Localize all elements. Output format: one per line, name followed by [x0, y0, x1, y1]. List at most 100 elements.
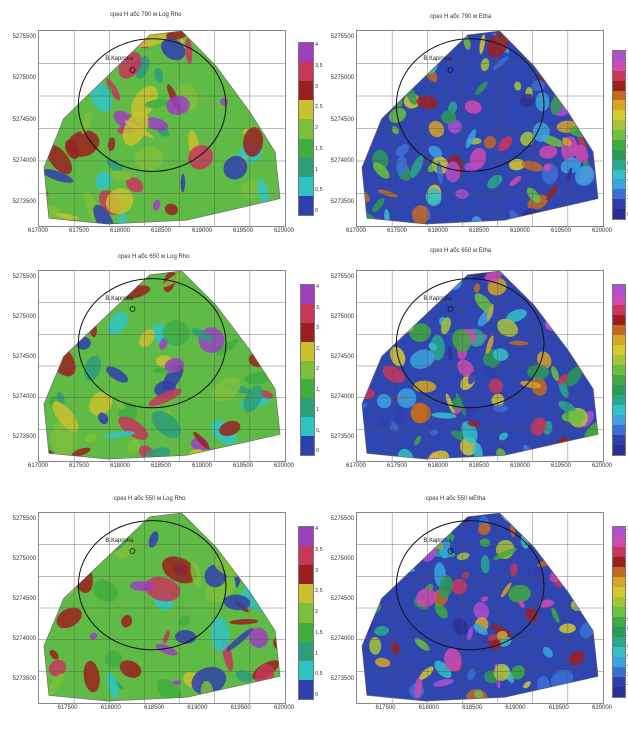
colorbar-swatch	[613, 110, 625, 121]
contour-patch	[471, 216, 485, 225]
colorbar-swatch	[613, 657, 625, 667]
contour-patch	[377, 47, 387, 60]
contour-patch	[251, 274, 260, 282]
colorbar-label: 0,5	[315, 671, 323, 678]
contour-patch	[152, 199, 161, 211]
y-tick-label: 5274000	[330, 157, 354, 164]
contour-patch	[463, 36, 471, 50]
colorbar-label: 3	[315, 83, 319, 90]
map-svg	[357, 513, 603, 703]
colorbar-swatch	[299, 81, 313, 101]
contour-patch	[52, 81, 62, 88]
x-tick-label: 619000	[191, 463, 213, 469]
contour-patch	[59, 516, 95, 538]
contour-patch	[487, 174, 503, 189]
y-tick-label: 5275000	[12, 556, 36, 562]
village-marker	[447, 548, 454, 554]
contour-patch	[110, 170, 132, 181]
contour-patch	[361, 360, 366, 373]
colorbar-swatch	[613, 60, 625, 71]
contour-patch	[372, 282, 379, 290]
colorbar-swatch	[301, 379, 314, 399]
colorbar-swatch	[613, 51, 625, 61]
contour-patch	[243, 549, 263, 570]
colorbar-swatch	[613, 647, 625, 657]
contour-patch	[566, 527, 580, 546]
contour-patch	[55, 213, 80, 220]
colorbar-swatch	[299, 195, 313, 215]
contour-patch	[561, 410, 586, 423]
contour-patch	[148, 531, 159, 548]
colorbar-swatch	[613, 90, 625, 101]
colorbar-swatch	[613, 209, 625, 219]
contour-patch	[223, 594, 251, 611]
colorbar-label: 2,5	[315, 104, 323, 111]
contour-patch	[376, 283, 388, 299]
contour-patch	[436, 161, 443, 184]
y-tick-label: 5274500	[12, 116, 36, 123]
colorbar-swatch	[613, 80, 625, 91]
colorbar-swatch	[613, 677, 625, 687]
x-tick-label: 620000	[591, 228, 613, 234]
contour-patch	[569, 271, 581, 284]
contour-patch	[509, 340, 529, 346]
map-svg	[39, 31, 285, 226]
x-tick-label: 619500	[550, 463, 572, 469]
contour-patch	[52, 401, 79, 432]
contour-patch	[244, 371, 272, 385]
contour-patch	[48, 659, 67, 677]
colorbar-swatch	[613, 547, 625, 557]
contour-patch	[455, 189, 469, 199]
contour-patch	[496, 678, 501, 689]
contour-patch	[414, 436, 422, 446]
colorbar-label: 3	[315, 567, 319, 574]
contour-patch	[523, 681, 531, 689]
contour-patch	[382, 365, 405, 383]
contour-patch	[243, 385, 264, 413]
colorbar-label: 4	[315, 42, 319, 48]
y-tick-label: 5275000	[330, 75, 354, 82]
contour-patch	[591, 588, 599, 600]
contour-patch	[243, 127, 264, 157]
x-tick-label: 618000	[427, 228, 449, 234]
contour-patch	[46, 144, 73, 175]
colorbar-swatch	[613, 130, 625, 140]
colorbar-swatch	[299, 565, 313, 585]
y-tick-label: 5273500	[12, 199, 36, 205]
contour-patch	[473, 283, 480, 293]
y-tick-label: 5275500	[330, 274, 354, 280]
contour-patch	[558, 557, 574, 583]
contour-patch	[43, 169, 74, 183]
contour-patch	[571, 73, 583, 83]
y-tick-label: 5273500	[330, 199, 354, 205]
colorbar-swatch	[613, 305, 625, 315]
contour-patch	[259, 390, 274, 399]
colorbar-label: 4	[315, 526, 319, 532]
contour-patch	[191, 328, 213, 342]
contour-patch	[84, 355, 102, 381]
colorbar-swatch	[299, 622, 313, 642]
contour-patch	[119, 660, 142, 678]
colorbar-swatch	[613, 385, 625, 395]
contour-patch	[480, 596, 489, 602]
contour-patch	[118, 416, 149, 441]
x-tick-label: 619000	[191, 228, 213, 234]
contour-patch	[380, 417, 392, 429]
contour-patch	[542, 646, 553, 658]
contour-patch	[362, 361, 373, 374]
x-tick-label: 619000	[505, 705, 526, 711]
contour-patch	[445, 161, 461, 183]
map-plot-area: В.Карго6а	[356, 512, 604, 704]
colorbar-swatch	[613, 667, 625, 677]
colorbar-label: 1,	[316, 386, 321, 393]
contour-patch	[427, 163, 437, 173]
contour-patch	[434, 603, 448, 619]
y-tick-label: 5274500	[12, 596, 36, 602]
contour-patch	[107, 137, 116, 151]
contour-patch	[266, 271, 281, 303]
colorbar-swatch	[613, 189, 625, 200]
colorbar-label: 3,5	[315, 62, 323, 69]
contour-patch	[262, 513, 278, 526]
colorbar-swatch	[299, 641, 313, 661]
contour-patch	[525, 608, 538, 623]
